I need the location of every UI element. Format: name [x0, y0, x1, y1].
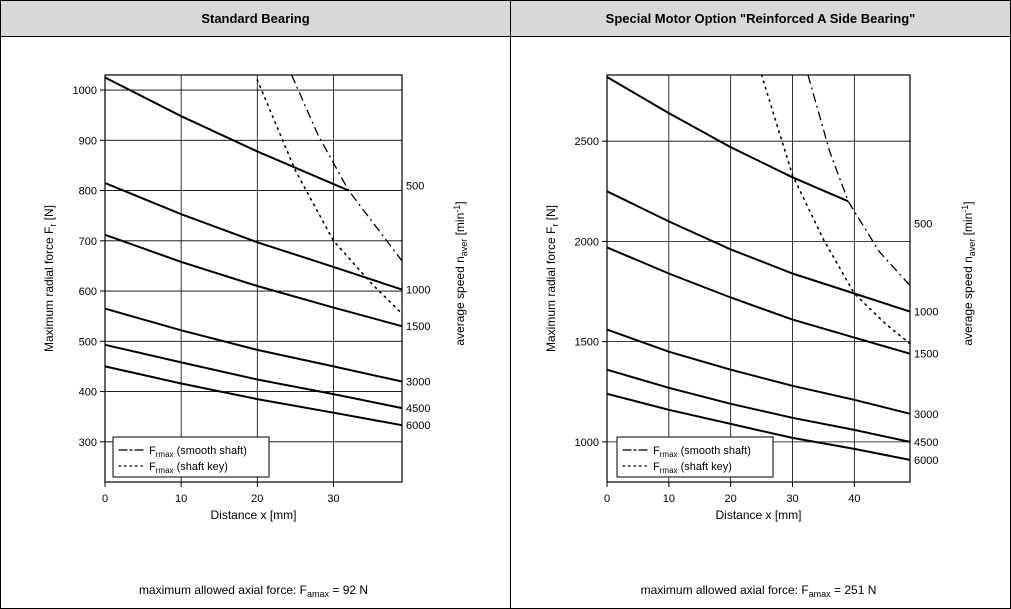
y-tick-label: 300 — [79, 437, 97, 449]
speed-curve-4500 — [104, 343, 403, 410]
x-tick-label: 40 — [848, 493, 860, 505]
speed-label-3000: 3000 — [914, 409, 938, 421]
speed-curve-6000 — [104, 365, 403, 427]
speed-curve-3000 — [104, 307, 403, 383]
speed-curve-500 — [606, 76, 849, 203]
speed-label-500: 500 — [914, 218, 932, 230]
y-tick-label: 900 — [79, 135, 97, 147]
speed-label-1000: 1000 — [406, 285, 430, 297]
y-tick-label: 2500 — [575, 136, 599, 148]
panel-special-motor-option: 0 10 20 30 40 1000 1500 2000 2500 500 1000 1500 3000… — [510, 37, 1011, 609]
chart-reinforced-bearing: 0 10 20 30 40 1000 1500 2000 2500 500 1000 1500 3000… — [544, 74, 977, 599]
legend-label: Frmax (shaft key) — [653, 461, 732, 475]
speed-curve-6000 — [606, 392, 911, 461]
panel-standard-bearing: 0 10 20 30 300 400 500 600 700 800 900 1000 500 1000 1… — [0, 37, 511, 609]
x-tick-label: 10 — [663, 493, 675, 505]
limit-curve-shaft-key — [760, 74, 911, 345]
speed-label-4500: 4500 — [914, 437, 938, 449]
y-tick-label: 1500 — [575, 337, 599, 349]
header-title: Standard Bearing — [201, 11, 310, 26]
speed-label-500: 500 — [406, 181, 424, 193]
speed-curve-1500 — [104, 233, 403, 328]
speed-label-4500: 4500 — [406, 403, 430, 415]
axial-force-note: maximum allowed axial force: Famax = 92 … — [139, 583, 368, 599]
y-tick-label: 1000 — [73, 85, 97, 97]
y-tick-label: 800 — [79, 186, 97, 198]
speed-curve-500 — [104, 76, 350, 192]
speed-curve-1500 — [606, 246, 911, 355]
right-axis-label: average speed naver [min-1] — [452, 201, 469, 345]
speed-curve-3000 — [606, 328, 911, 415]
y-tick-label: 400 — [79, 387, 97, 399]
y-tick-label: 2000 — [575, 236, 599, 248]
x-tick-label: 0 — [102, 493, 108, 505]
x-axis-label: Distance x [mm] — [715, 508, 801, 522]
right-axis-label: average speed naver [min-1] — [960, 201, 977, 345]
speed-curve-1000 — [104, 182, 403, 291]
x-tick-label: 30 — [786, 493, 798, 505]
plot-frame — [606, 74, 911, 483]
x-tick-label: 0 — [604, 493, 610, 505]
chart-standard-bearing: 0 10 20 30 300 400 500 600 700 800 900 1000 500 1000 1… — [42, 74, 469, 599]
header-special-motor-option: Special Motor Option "Reinforced A Side … — [510, 0, 1011, 37]
x-axis-label: Distance x [mm] — [210, 508, 296, 522]
x-tick-label: 30 — [327, 493, 339, 505]
speed-label-6000: 6000 — [914, 455, 938, 467]
speed-label-1500: 1500 — [406, 321, 430, 333]
speed-label-1000: 1000 — [914, 307, 938, 319]
x-tick-label: 20 — [251, 493, 263, 505]
speed-label-3000: 3000 — [406, 377, 430, 389]
x-tick-label: 20 — [725, 493, 737, 505]
y-tick-label: 1000 — [575, 437, 599, 449]
y-tick-label: 500 — [79, 336, 97, 348]
legend-label: Frmax (smooth shaft) — [653, 445, 751, 459]
legend-label: Frmax (smooth shaft) — [149, 445, 247, 459]
y-axis-label: Maximum radial force Fr [N] — [42, 205, 58, 352]
speed-curve-1000 — [606, 190, 911, 313]
header-standard-bearing: Standard Bearing — [0, 0, 511, 37]
legend-box — [616, 436, 774, 478]
y-axis-label: Maximum radial force Fr [N] — [544, 205, 560, 352]
speed-curve-4500 — [606, 368, 911, 443]
limit-curve-shaft-key — [256, 79, 403, 315]
axial-force-note: maximum allowed axial force: Famax = 251… — [641, 583, 877, 599]
y-tick-label: 700 — [79, 236, 97, 248]
legend-label: Frmax (shaft key) — [149, 461, 228, 475]
plot-frame — [104, 74, 403, 483]
y-tick-label: 600 — [79, 286, 97, 298]
x-tick-label: 10 — [175, 493, 187, 505]
limit-curve-smooth-shaft — [291, 74, 403, 262]
header-title: Special Motor Option "Reinforced A Side … — [605, 11, 916, 26]
legend-box — [112, 436, 270, 478]
speed-label-1500: 1500 — [914, 349, 938, 361]
speed-label-6000: 6000 — [406, 420, 430, 432]
limit-curve-smooth-shaft — [807, 74, 911, 286]
